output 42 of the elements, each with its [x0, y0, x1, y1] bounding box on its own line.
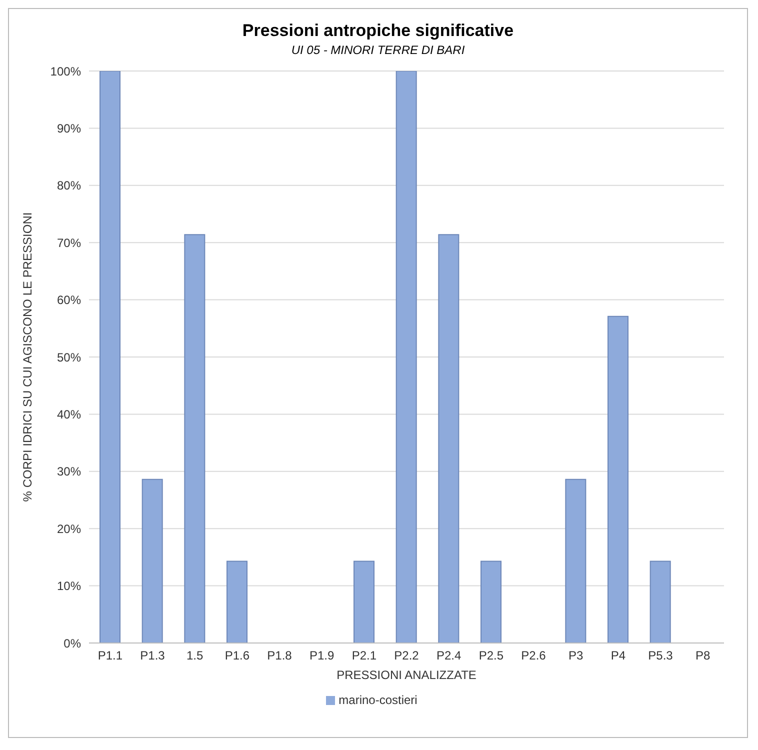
- x-tick-label: P5.3: [648, 648, 674, 663]
- x-tick-label: P2.6: [521, 648, 546, 663]
- chart-title: Pressioni antropiche significative: [241, 21, 515, 41]
- y-tick-label: 70%: [56, 236, 82, 250]
- y-axis-title: % CORPI IDRICI SU CUI AGISCONO LE PRESSIONI: [20, 212, 34, 502]
- y-tick-label: 90%: [56, 121, 82, 136]
- bar: [438, 234, 460, 643]
- bar: [226, 560, 248, 643]
- x-tick-label: P2.4: [436, 648, 462, 663]
- y-tick-label: 30%: [56, 464, 82, 479]
- x-tick-label: P1.1: [98, 648, 123, 663]
- y-tick-label: 50%: [56, 350, 82, 364]
- x-tick-label: P3: [568, 648, 584, 663]
- bar: [565, 478, 586, 643]
- chart-subtitle: UI 05 - MINORI TERRE DI BARI: [290, 43, 466, 57]
- x-tick-label: P2.2: [394, 648, 420, 663]
- bar: [608, 316, 629, 643]
- y-tick-label: 60%: [56, 293, 82, 308]
- bar: [100, 71, 121, 643]
- x-tick-label: P8: [695, 648, 710, 663]
- y-tick-label: 10%: [56, 579, 82, 594]
- y-tick-label: 100%: [50, 64, 82, 78]
- x-tick-label: P1.6: [224, 648, 250, 663]
- x-tick-label: P2.1: [352, 648, 377, 663]
- y-tick-label: 40%: [56, 407, 82, 422]
- x-tick-label: 1.5: [186, 648, 204, 663]
- x-tick-label: P1.9: [309, 648, 334, 663]
- bar: [354, 560, 375, 643]
- x-tick-label: P1.3: [140, 648, 166, 663]
- x-tick-label: P2.5: [478, 648, 504, 663]
- bar: [480, 560, 502, 643]
- legend-label: marino-costieri: [338, 693, 418, 707]
- bar: [650, 560, 671, 643]
- x-tick-label: P1.8: [267, 648, 292, 663]
- x-tick-label: P4: [610, 648, 626, 663]
- y-tick-label: 0%: [64, 636, 82, 650]
- bar: [142, 478, 163, 643]
- y-tick-label: 20%: [56, 522, 82, 536]
- bar: [184, 234, 206, 643]
- x-axis-title: PRESSIONI ANALIZZATE: [336, 668, 476, 682]
- bar: [396, 71, 417, 643]
- y-tick-label: 80%: [56, 178, 82, 193]
